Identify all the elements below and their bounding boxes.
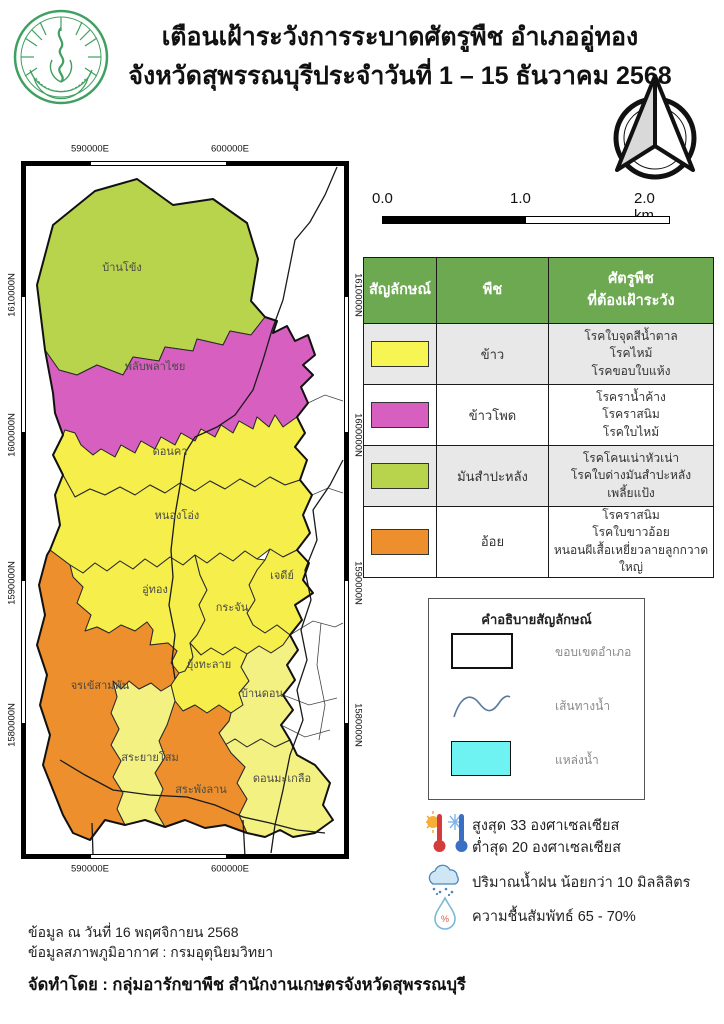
grid-label-left-4: 1580000N xyxy=(6,703,18,747)
pest-item: โรคราสนิม xyxy=(602,407,660,422)
pest-item: โรคใบขาวอ้อย xyxy=(592,525,670,540)
crop-corn: ข้าวโพด xyxy=(436,384,549,446)
grid-label-right-3: 1590000N xyxy=(352,561,364,605)
swatch-sugarcane xyxy=(371,528,429,555)
pest-item: โรคไหม้ xyxy=(609,346,653,361)
north-arrow-icon xyxy=(596,70,714,193)
map-frame[interactable]: 590000E 600000E 590000E 600000E 1610000N… xyxy=(7,144,364,875)
district-outline xyxy=(36,178,334,841)
legend-label-water-body: แหล่งน้ำ xyxy=(555,753,599,767)
pest-item: โรคใบด่างมันสำปะหลัง xyxy=(570,468,692,483)
scalebar-start: 0.0 xyxy=(372,190,393,207)
pest-item: โรคใบจุดสีน้ำตาล xyxy=(584,328,678,343)
col-header-pest: ศัตรูพืช ที่ต้องเฝ้าระวัง xyxy=(548,257,714,324)
crop-cassava: มันสำปะหลัง xyxy=(436,445,549,507)
rain-cloud-icon xyxy=(424,864,464,901)
water-body-symbol xyxy=(451,741,511,776)
grid-label-right-4: 1580000N xyxy=(352,703,364,747)
grid-label-bottom-1: 590000E xyxy=(70,863,110,875)
pest-item: เพลี้ยแป้ง xyxy=(607,485,655,500)
scalebar xyxy=(382,216,670,224)
region-label: เจดีย์ xyxy=(270,569,294,582)
grid-label-right-2: 1600000N xyxy=(352,413,364,457)
data-date-text: ข้อมูล ณ วันที่ 16 พฤศจิกายน 2568 xyxy=(28,924,239,940)
title-line-1: เตือนเฝ้าระวังการระบาดศัตรูพืช อำเภออู่ท… xyxy=(161,23,639,51)
legend-box: คำอธิบายสัญลักษณ์ ขอบเขตอำเภอ เส้นทางน้ำ… xyxy=(428,598,645,800)
scalebar-mid: 1.0 xyxy=(510,190,531,207)
swatch-corn xyxy=(371,402,429,428)
temp-high-text: สูงสุด 33 องศาเซลเซียส xyxy=(472,818,620,834)
crop-rice: ข้าว xyxy=(436,323,549,385)
scalebar-black-half xyxy=(383,217,526,223)
weather-source-text: ข้อมูลสภาพภูมิอากาศ : กรมอุตุนิยมวิทยา xyxy=(28,944,274,960)
region-label: ดอนคา xyxy=(153,446,188,458)
region-label: สระยายโสม xyxy=(121,750,178,764)
region-label: บ้านโข้ง xyxy=(102,260,141,274)
svg-text:%: % xyxy=(441,914,449,924)
page-title: เตือนเฝ้าระวังการระบาดศัตรูพืช อำเภออู่ท… xyxy=(108,18,692,96)
col-header-pest-line2: ที่ต้องเฝ้าระวัง xyxy=(587,292,675,309)
pest-item: โรคใบไหม้ xyxy=(602,424,660,439)
region-label: พลับพลาไชย xyxy=(125,360,186,373)
grid-label-top-2: 600000E xyxy=(210,143,250,155)
temp-low-text: ต่ำสุด 20 องศาเซลเซียส xyxy=(472,840,621,856)
waterway-symbol xyxy=(451,687,513,726)
col-header-crop: พืช xyxy=(436,257,549,324)
humidity-text: ความชื้นสัมพัทธ์ 65 - 70% xyxy=(472,909,636,925)
col-header-pest-line1: ศัตรูพืช xyxy=(608,270,654,287)
district-boundary-symbol xyxy=(451,633,513,669)
region-label: บ้านดอน xyxy=(241,688,283,700)
crop-sugarcane: อ้อย xyxy=(436,506,549,578)
grid-label-right-1: 1610000N xyxy=(352,273,364,317)
hot-thermometer-icon xyxy=(425,810,446,859)
region-label: สระพังลาน xyxy=(175,784,227,796)
credit-text: จัดทำโดย : กลุ่มอารักขาพืช สำนักงานเกษตร… xyxy=(28,976,466,994)
grid-label-left-2: 1600000N xyxy=(6,413,18,457)
legend-title: คำอธิบายสัญลักษณ์ xyxy=(481,612,592,627)
pest-item: โรคราน้ำค้าง xyxy=(596,389,666,404)
department-logo xyxy=(12,8,110,111)
region-label: ดอนมะเกลือ xyxy=(253,772,311,785)
grid-label-left-1: 1610000N xyxy=(6,273,18,317)
grid-label-bottom-2: 600000E xyxy=(210,863,250,875)
region-label: กระจัน xyxy=(216,602,249,614)
swatch-rice xyxy=(371,341,429,367)
pest-item: โรคโคนเน่าหัวเน่า xyxy=(582,450,680,465)
legend-label-waterway: เส้นทางน้ำ xyxy=(555,699,611,713)
pest-item: โรคขอบใบแห้ง xyxy=(591,363,671,378)
region-label: ยุ้งทะลาย xyxy=(187,659,231,671)
pest-table: สัญลักษณ์ พืช ศัตรูพืช ที่ต้องเฝ้าระวัง … xyxy=(363,257,714,578)
grid-label-top-1: 590000E xyxy=(70,143,110,155)
roads xyxy=(59,166,344,858)
district-map[interactable]: บ้านโข้ง พลับพลาไชย ดอนคา หนองโอ่ง เจดีย… xyxy=(25,165,345,858)
grid-label-left-3: 1590000N xyxy=(6,561,18,605)
swatch-cassava xyxy=(371,463,429,489)
pest-item: โรคราสนิม xyxy=(602,508,660,522)
region-labels: บ้านโข้ง พลับพลาไชย ดอนคา หนองโอ่ง เจดีย… xyxy=(71,260,311,796)
region-label: อู่ทอง xyxy=(142,584,168,596)
pest-item: หนอนผีเสื้อเหยี่ยวลายลูกกวาดใหญ่ xyxy=(553,542,709,575)
region-label: หนองโอ่ง xyxy=(155,508,200,522)
legend-label-boundary: ขอบเขตอำเภอ xyxy=(555,645,632,659)
title-line-2: จังหวัดสุพรรณบุรีประจำวันที่ 1 – 15 ธันว… xyxy=(128,61,672,90)
rainfall-text: ปริมาณน้ำฝน น้อยกว่า 10 มิลลิลิตร xyxy=(472,875,691,891)
col-header-symbol: สัญลักษณ์ xyxy=(363,257,437,324)
region-label: จรเข้สามพัน xyxy=(71,680,130,692)
humidity-droplet-icon: % xyxy=(432,896,458,935)
cold-thermometer-icon xyxy=(448,810,468,859)
